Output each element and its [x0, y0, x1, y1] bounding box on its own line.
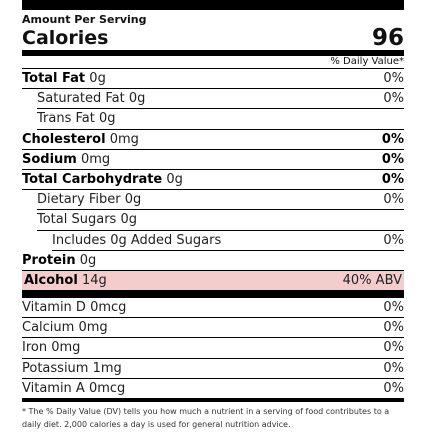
nutrient-amount: 0g	[120, 212, 137, 228]
nutrient-amount: 0g	[79, 252, 97, 268]
nutrient-name: Alcohol	[24, 272, 78, 288]
daily-value: 0%	[383, 232, 404, 248]
daily-value: 0%	[383, 320, 404, 336]
nutrient-row: Total Carbohydrate 0g 0%	[22, 170, 404, 191]
daily-value: 40% ABV	[342, 272, 402, 288]
daily-value-heading: % Daily Value*	[22, 56, 404, 69]
vitamin-row: Calcium 0mg 0%	[22, 318, 404, 339]
nutrient-row: Total Sugars 0g	[37, 210, 404, 231]
daily-value: 0%	[383, 380, 404, 396]
vitamin-amount: 1mg	[92, 360, 122, 376]
nutrient-name: Saturated Fat	[37, 91, 125, 107]
vitamin-row: Vitamin A 0mcg 0%	[22, 379, 404, 402]
thick-rule	[22, 0, 404, 10]
nutrient-row: Dietary Fiber 0g 0%	[37, 190, 404, 211]
vitamin-row: Potassium 1mg 0%	[22, 359, 404, 379]
nutrient-amount: 14g	[81, 272, 107, 288]
nutrition-label: Amount Per Serving Calories 96 % Daily V…	[22, 0, 404, 431]
nutrient-amount: 0g	[166, 171, 183, 187]
nutrient-name: Total Sugars	[37, 212, 117, 228]
daily-value: 0%	[381, 131, 404, 147]
vitamin-name: Iron	[22, 340, 48, 356]
nutrient-amount: 0g	[128, 91, 146, 107]
nutrient-name: Dietary Fiber	[37, 192, 121, 208]
nutrient-name: Total Fat	[22, 71, 86, 86]
nutrient-row: Includes 0g Added Sugars 0%	[52, 231, 404, 251]
daily-value: 0%	[383, 71, 404, 86]
vitamin-name: Calcium	[22, 320, 75, 336]
thick-rule	[22, 50, 404, 56]
nutrient-name: Trans Fat	[37, 111, 95, 127]
nutrient-name: Protein	[22, 252, 76, 268]
nutrient-row: Sodium 0mg 0%	[22, 150, 404, 170]
vitamin-name: Potassium	[22, 360, 89, 376]
amount-per-serving: Amount Per Serving	[22, 13, 147, 26]
daily-value: 0%	[383, 360, 404, 376]
nutrient-amount: 0g	[124, 192, 142, 208]
nutrient-name: Total Carbohydrate	[22, 171, 163, 187]
vitamin-amount: 0mcg	[90, 300, 127, 316]
nutrient-amount: 0g	[89, 71, 106, 86]
vitamin-name: Vitamin D	[22, 300, 86, 316]
vitamin-name: Vitamin A	[22, 380, 85, 396]
vitamin-amount: 0mg	[51, 340, 81, 356]
nutrient-name: Sodium	[22, 151, 77, 167]
nutrient-row: Trans Fat 0g	[37, 109, 404, 130]
thick-rule	[22, 291, 404, 299]
calories-value: 96	[371, 25, 404, 51]
daily-value: 0%	[381, 151, 404, 167]
nutrient-amount: 0mg	[81, 151, 111, 167]
nutrient-amount: 0g	[98, 111, 116, 127]
nutrient-name: Cholesterol	[22, 131, 106, 147]
daily-value: 0%	[383, 300, 404, 316]
daily-value: 0%	[383, 192, 404, 208]
nutrient-row: Cholesterol 0mg 0%	[22, 130, 404, 150]
calories-row: Calories 96	[22, 27, 404, 50]
daily-value: 0%	[383, 340, 404, 356]
nutrient-row: Total Fat 0g 0%	[22, 69, 404, 90]
nutrient-row: Saturated Fat 0g 0%	[37, 89, 404, 110]
footnote: * The % Daily Value (DV) tells you how m…	[22, 407, 390, 429]
vitamin-amount: 0mg	[78, 320, 108, 336]
alcohol-row: Alcohol 14g 40% ABV	[22, 270, 404, 292]
daily-value: 0%	[381, 171, 404, 187]
vitamin-amount: 0mcg	[88, 380, 126, 396]
vitamin-row: Vitamin D 0mcg 0%	[22, 298, 404, 319]
nutrient-name: Includes 0g Added Sugars	[52, 232, 222, 248]
daily-value: 0%	[383, 91, 404, 107]
vitamin-row: Iron 0mg 0%	[22, 338, 404, 359]
calories-label: Calories	[22, 27, 109, 49]
nutrient-amount: 0mg	[109, 131, 139, 147]
nutrient-row: Protein 0g	[22, 251, 404, 271]
